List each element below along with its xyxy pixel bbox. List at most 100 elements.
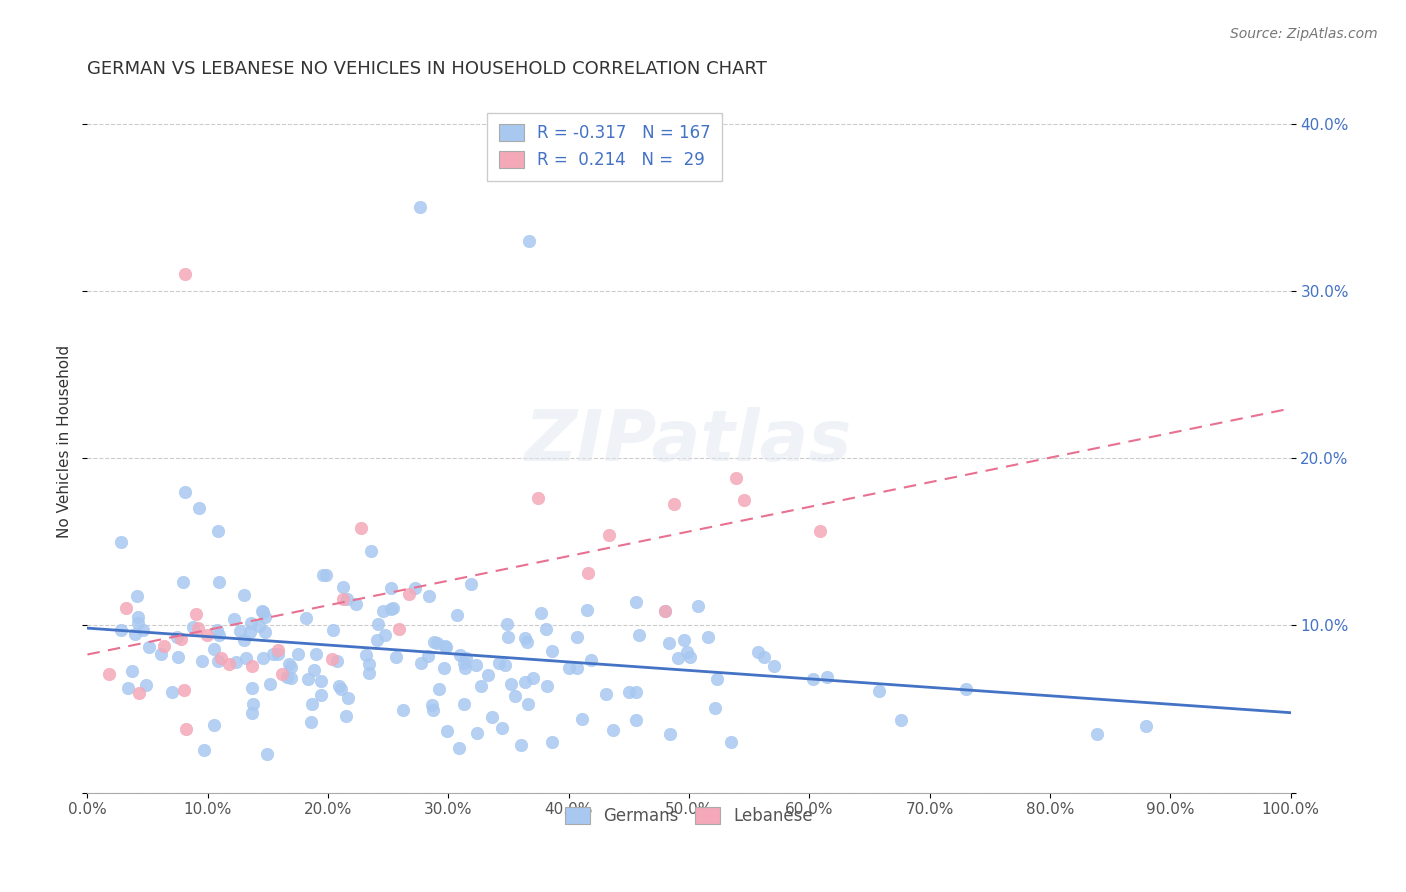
Point	[868, 683, 890, 698]
Point	[628, 628, 651, 642]
Point	[305, 648, 328, 662]
Point	[706, 672, 728, 686]
Point	[344, 597, 367, 611]
Point	[208, 574, 231, 589]
Point	[266, 643, 288, 657]
Point	[172, 574, 194, 589]
Point	[127, 589, 149, 603]
Point	[664, 497, 686, 511]
Point	[367, 616, 389, 631]
Point	[409, 656, 432, 670]
Point	[436, 724, 458, 739]
Point	[207, 654, 229, 668]
Point	[276, 670, 298, 684]
Point	[121, 664, 143, 678]
Point	[464, 658, 486, 673]
Point	[515, 675, 537, 690]
Point	[252, 605, 274, 619]
Point	[247, 619, 270, 633]
Point	[202, 642, 225, 657]
Point	[195, 628, 218, 642]
Point	[433, 661, 456, 675]
Point	[429, 682, 451, 697]
Point	[808, 524, 831, 539]
Point	[704, 701, 727, 715]
Point	[280, 660, 302, 674]
Point	[336, 591, 359, 606]
Point	[127, 610, 149, 624]
Point	[354, 648, 377, 662]
Point	[496, 616, 519, 631]
Point	[357, 665, 380, 680]
Point	[229, 624, 252, 639]
Point	[173, 484, 195, 499]
Point	[579, 653, 602, 667]
Point	[287, 647, 309, 661]
Point	[447, 741, 470, 756]
Point	[152, 639, 174, 653]
Point	[541, 643, 564, 657]
Point	[335, 708, 357, 723]
Point	[250, 604, 273, 618]
Point	[541, 735, 564, 749]
Point	[350, 521, 373, 535]
Point	[391, 703, 413, 717]
Point	[503, 690, 526, 704]
Point	[422, 703, 444, 717]
Point	[454, 661, 477, 675]
Point	[955, 682, 977, 697]
Point	[626, 594, 648, 608]
Point	[565, 630, 588, 644]
Point	[256, 747, 278, 761]
Point	[360, 543, 382, 558]
Point	[240, 615, 263, 630]
Point	[380, 582, 402, 596]
Point	[302, 663, 325, 677]
Point	[167, 650, 190, 665]
Point	[688, 599, 710, 614]
Point	[224, 612, 246, 626]
Point	[516, 635, 538, 649]
Point	[571, 712, 593, 726]
Point	[322, 623, 344, 637]
Point	[477, 668, 499, 682]
Text: GERMAN VS LEBANESE NO VEHICLES IN HOUSEHOLD CORRELATION CHART: GERMAN VS LEBANESE NO VEHICLES IN HOUSEH…	[87, 60, 768, 78]
Point	[453, 698, 475, 712]
Point	[225, 655, 247, 669]
Point	[747, 645, 769, 659]
Point	[595, 687, 617, 701]
Point	[801, 672, 824, 686]
Point	[252, 650, 274, 665]
Point	[434, 640, 457, 654]
Point	[124, 627, 146, 641]
Point	[295, 610, 318, 624]
Point	[207, 524, 229, 538]
Point	[181, 620, 204, 634]
Point	[326, 654, 349, 668]
Point	[297, 673, 319, 687]
Point	[617, 685, 640, 699]
Point	[299, 714, 322, 729]
Point	[673, 633, 696, 648]
Point	[277, 657, 299, 672]
Point	[309, 688, 332, 702]
Point	[1135, 719, 1157, 733]
Point	[763, 658, 786, 673]
Point	[575, 603, 598, 617]
Point	[654, 604, 676, 618]
Point	[696, 630, 718, 644]
Point	[218, 657, 240, 672]
Point	[262, 647, 284, 661]
Point	[576, 566, 599, 580]
Legend: Germans, Lebanese: Germans, Lebanese	[557, 798, 821, 833]
Point	[98, 667, 121, 681]
Point	[187, 621, 209, 635]
Point	[233, 632, 256, 647]
Point	[173, 682, 195, 697]
Point	[658, 636, 681, 650]
Point	[190, 653, 212, 667]
Point	[491, 721, 513, 735]
Point	[374, 628, 396, 642]
Point	[624, 713, 647, 727]
Point	[536, 679, 558, 693]
